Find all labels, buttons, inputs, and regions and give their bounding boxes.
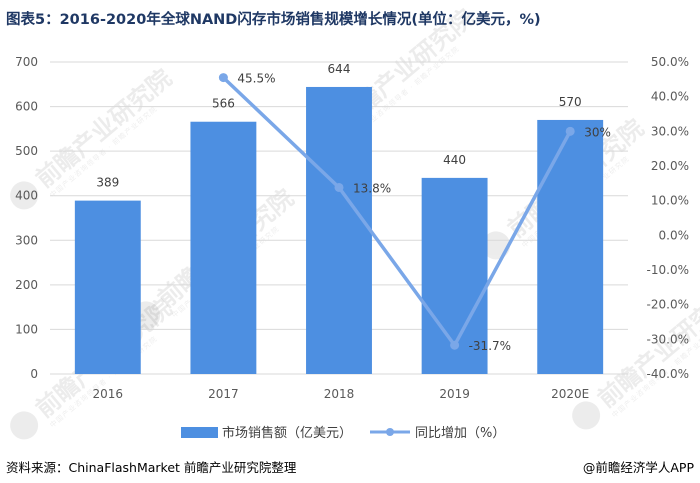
right-axis-tick: -20.0%	[647, 298, 689, 312]
left-axis: 0 100 200 300 400 500 600 700	[15, 55, 38, 381]
left-axis-tick: 700	[15, 55, 38, 69]
legend-line-label: 同比增加（%）	[415, 426, 505, 441]
chart-title: 图表5：2016-2020年全球NAND闪存市场销售规模增长情况(单位：亿美元，…	[6, 12, 541, 28]
bar-value-label: 644	[328, 62, 351, 76]
x-axis-tick: 2016	[93, 387, 124, 401]
left-axis-tick: 500	[15, 144, 38, 158]
right-axis-tick: -30.0%	[647, 332, 689, 346]
legend-bar-label: 市场销售额（亿美元）	[222, 425, 352, 441]
bar-value-label: 440	[443, 153, 466, 167]
x-axis-tick: 2020E	[551, 387, 589, 401]
right-axis-tick: 50.0%	[651, 55, 689, 69]
left-axis-tick: 600	[15, 100, 38, 114]
right-axis-tick: 30.0%	[651, 124, 689, 138]
growth-line	[222, 76, 572, 347]
watermark-logo	[10, 181, 39, 210]
left-axis-tick: 0	[30, 367, 38, 381]
left-axis-tick: 200	[15, 278, 38, 292]
line-point	[450, 340, 460, 350]
right-axis-tick: 10.0%	[651, 194, 689, 208]
right-axis-tick: -40.0%	[647, 367, 689, 381]
line-point	[218, 73, 228, 83]
left-axis-tick: 400	[15, 189, 38, 203]
right-axis-tick: 0.0%	[659, 228, 690, 242]
right-axis-tick: -10.0%	[647, 263, 689, 277]
bar-value-label: 570	[559, 95, 582, 109]
line-value-label: 30%	[584, 125, 611, 139]
x-axis-tick: 2018	[324, 387, 355, 401]
bar	[190, 121, 257, 375]
bar-value-label: 566	[212, 97, 235, 111]
line-value-label: 13.8%	[353, 181, 391, 195]
left-axis-tick: 300	[15, 233, 38, 247]
x-axis-tick: 2019	[439, 387, 470, 401]
left-axis-tick: 100	[15, 322, 38, 336]
legend: 市场销售额（亿美元） 同比增加（%）	[181, 425, 505, 441]
right-axis-tick: 40.0%	[651, 90, 689, 104]
watermark-logo	[10, 411, 39, 440]
line-point	[334, 182, 344, 192]
line-series: 45.5% 13.8% -31.7% 30%	[218, 72, 611, 353]
watermark-logo	[572, 401, 601, 430]
source-note: 资料来源：ChinaFlashMarket 前瞻产业研究院整理	[6, 460, 297, 475]
line-value-label: -31.7%	[469, 339, 511, 353]
bar-value-label: 389	[96, 176, 119, 190]
right-axis: -40.0% -30.0% -20.0% -10.0% 0.0% 10.0% 20.0% 30…	[647, 55, 689, 381]
legend-bar-swatch	[181, 427, 218, 438]
bar	[537, 119, 604, 374]
line-point	[565, 126, 575, 136]
right-axis-tick: 20.0%	[651, 159, 689, 173]
legend-line-marker	[386, 428, 394, 436]
bar-series: 389 566 644 440 570	[74, 62, 604, 375]
line-value-label: 45.5%	[237, 72, 275, 86]
bar	[306, 86, 372, 375]
credit-note: @前瞻经济学人APP	[582, 460, 694, 475]
x-axis: 2016 2017 2018 2019 2020E	[93, 387, 590, 401]
bar	[74, 200, 141, 374]
watermark-text: 前瞻产业研究院	[30, 64, 177, 193]
x-axis-tick: 2017	[208, 387, 239, 401]
